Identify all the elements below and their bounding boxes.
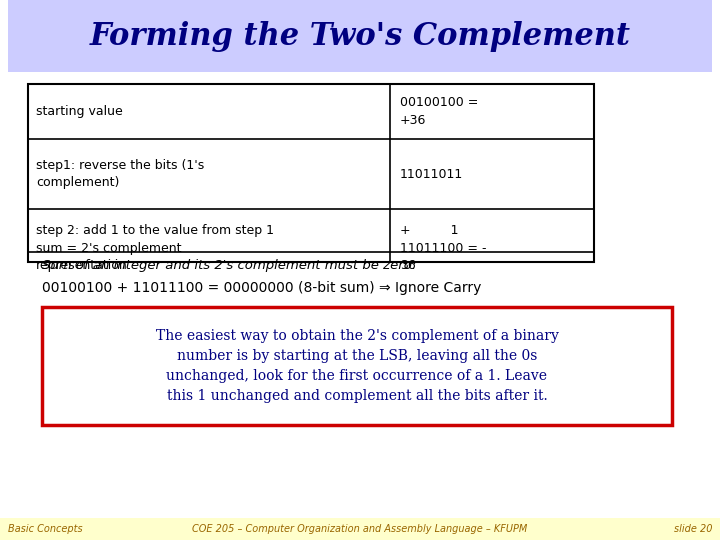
Text: 00100100 =
+36: 00100100 = +36	[400, 97, 478, 126]
Bar	[42, 307, 672, 425]
Bar	[0, 518, 720, 540]
Text: COE 205 – Computer Organization and Assembly Language – KFUPM: COE 205 – Computer Organization and Asse…	[192, 524, 528, 534]
Text: Sum of an integer and its 2's complement must be zero:: Sum of an integer and its 2's complement…	[42, 260, 416, 273]
Text: +          1: + 1	[400, 224, 459, 237]
Text: Forming the Two's Complement: Forming the Two's Complement	[89, 21, 631, 51]
Bar	[8, 0, 712, 72]
Text: step 2: add 1 to the value from step 1: step 2: add 1 to the value from step 1	[36, 224, 274, 237]
Text: slide 20: slide 20	[673, 524, 712, 534]
Text: 00100100 + 11011100 = 00000000 (8-bit sum) ⇒ Ignore Carry: 00100100 + 11011100 = 00000000 (8-bit su…	[42, 281, 482, 295]
Text: 11011011: 11011011	[400, 167, 463, 180]
Bar	[28, 84, 594, 262]
Text: sum = 2's complement
representation: sum = 2's complement representation	[36, 242, 181, 272]
Text: The easiest way to obtain the 2's complement of a binary
number is by starting a: The easiest way to obtain the 2's comple…	[156, 329, 559, 403]
Text: step1: reverse the bits (1's
complement): step1: reverse the bits (1's complement)	[36, 159, 204, 189]
Text: starting value: starting value	[36, 105, 122, 118]
Text: Basic Concepts: Basic Concepts	[8, 524, 83, 534]
Text: 11011100 = -
36: 11011100 = - 36	[400, 242, 487, 272]
